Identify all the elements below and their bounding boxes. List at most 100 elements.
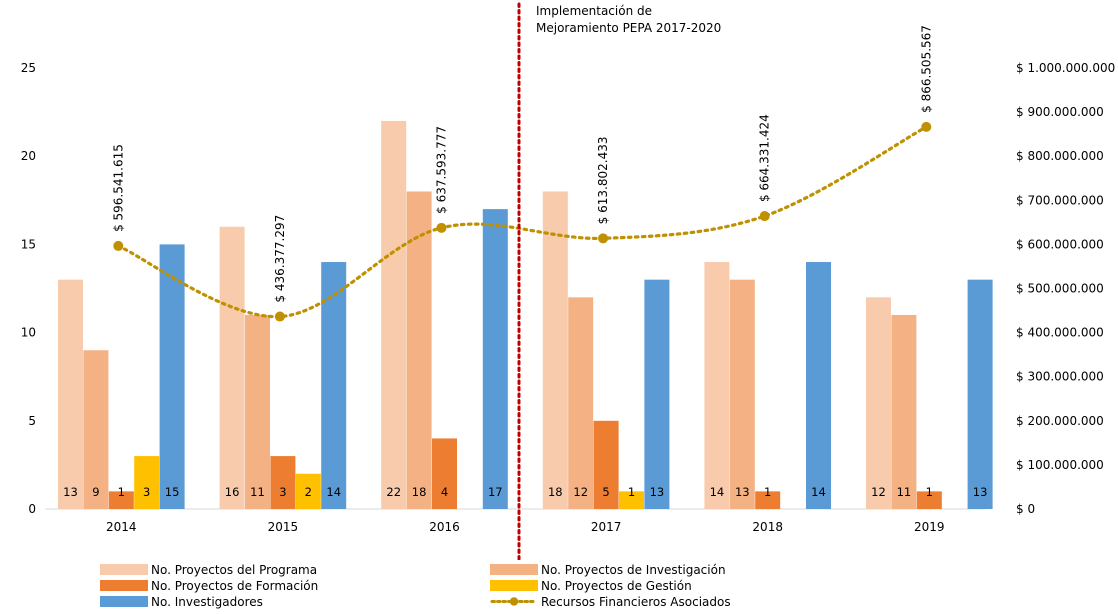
bar bbox=[432, 438, 457, 509]
bar-value-label: 14 bbox=[811, 485, 826, 499]
annotation-line-1: Implementación de bbox=[536, 4, 652, 18]
line-point bbox=[759, 211, 770, 222]
legend-item-programa: No. Proyectos del Programa bbox=[100, 562, 317, 577]
bar-value-label: 13 bbox=[63, 485, 78, 499]
y-left-tick-label: 5 bbox=[28, 414, 36, 428]
legend-item-investigacion: No. Proyectos de Investigación bbox=[490, 562, 726, 577]
bar-value-label: 2 bbox=[305, 485, 312, 499]
legend-item-recursos: Recursos Financieros Asociados bbox=[490, 594, 731, 609]
legend-swatch-programa bbox=[100, 564, 148, 575]
legend-label-investigacion: No. Proyectos de Investigación bbox=[541, 562, 726, 577]
bar bbox=[916, 491, 942, 509]
bar bbox=[482, 209, 508, 509]
bar-value-label: 1 bbox=[628, 485, 635, 499]
line-value-label: $ 436.377.297 bbox=[273, 215, 287, 303]
bar bbox=[967, 279, 993, 509]
line-point bbox=[436, 222, 447, 233]
bar bbox=[891, 314, 917, 509]
bar-value-label: 16 bbox=[225, 485, 240, 499]
bar bbox=[58, 279, 83, 509]
line-value-label: $ 866.505.567 bbox=[919, 25, 933, 113]
x-tick-label: 2016 bbox=[429, 520, 460, 534]
bar-value-label: 3 bbox=[279, 485, 286, 499]
line-point bbox=[598, 233, 609, 244]
line-point bbox=[921, 121, 932, 132]
bar-value-label: 1 bbox=[926, 485, 933, 499]
y-right-tick-label: $ 200.000.000 bbox=[1016, 414, 1104, 428]
bar bbox=[806, 262, 831, 509]
bar-value-label: 5 bbox=[602, 485, 609, 499]
bar-value-label: 15 bbox=[165, 485, 180, 499]
bar bbox=[619, 491, 644, 509]
y-right-tick-label: $ 300.000.000 bbox=[1016, 370, 1104, 384]
legend-label-gestion: No. Proyectos de Gestión bbox=[541, 578, 692, 593]
y-right-tick-label: $ 0 bbox=[1016, 502, 1035, 516]
bar bbox=[108, 491, 134, 509]
bar-value-label: 1 bbox=[764, 485, 771, 499]
bar-value-label: 1 bbox=[118, 485, 125, 499]
line-value-label: $ 596.541.615 bbox=[111, 144, 125, 232]
bar bbox=[542, 191, 568, 510]
line-point bbox=[113, 240, 124, 251]
y-left-tick-label: 20 bbox=[21, 149, 36, 163]
bar bbox=[381, 120, 407, 510]
legend-swatch-gestion bbox=[490, 580, 538, 591]
legend-item-investigadores: No. Investigadores bbox=[100, 594, 263, 609]
bar-value-label: 3 bbox=[143, 485, 150, 499]
x-tick-label: 2015 bbox=[268, 520, 299, 534]
bar-value-label: 13 bbox=[650, 485, 665, 499]
legend-label-recursos: Recursos Financieros Asociados bbox=[541, 594, 731, 609]
bar bbox=[866, 297, 891, 509]
bar-value-label: 14 bbox=[710, 485, 725, 499]
bar-value-label: 4 bbox=[441, 485, 448, 499]
bar bbox=[83, 350, 109, 509]
bar-value-label: 9 bbox=[92, 485, 99, 499]
y-right-tick-label: $ 900.000.000 bbox=[1016, 105, 1104, 119]
line-value-label: $ 664.331.424 bbox=[758, 114, 772, 202]
bar bbox=[755, 491, 781, 509]
bar bbox=[219, 226, 245, 509]
bar bbox=[593, 420, 619, 509]
bar-value-label: 11 bbox=[897, 485, 912, 499]
y-right-tick-label: $ 600.000.000 bbox=[1016, 237, 1104, 251]
bar bbox=[270, 456, 296, 509]
line-point bbox=[274, 311, 285, 322]
x-tick-label: 2019 bbox=[914, 520, 945, 534]
bar-value-label: 18 bbox=[412, 485, 427, 499]
legend-label-programa: No. Proyectos del Programa bbox=[151, 562, 318, 577]
legend-swatch-recursos bbox=[490, 597, 538, 606]
x-tick-label: 2018 bbox=[752, 520, 783, 534]
y-left-tick-label: 0 bbox=[28, 502, 36, 516]
annotation-line-2: Mejoramiento PEPA 2017-2020 bbox=[536, 21, 721, 35]
legend-swatch-investigadores bbox=[100, 596, 148, 607]
bar-value-label: 13 bbox=[973, 485, 988, 499]
line-value-label: $ 637.593.777 bbox=[435, 126, 449, 214]
legend-label-formacion: No. Proyectos de Formación bbox=[151, 578, 319, 593]
y-left-tick-label: 25 bbox=[21, 61, 36, 75]
bar bbox=[644, 279, 670, 509]
bar bbox=[134, 456, 160, 509]
bar bbox=[245, 314, 270, 509]
y-right-tick-label: $ 100.000.000 bbox=[1016, 458, 1104, 472]
bar-value-label: 14 bbox=[326, 485, 341, 499]
bar-value-label: 12 bbox=[871, 485, 886, 499]
legend-swatch-investigacion bbox=[490, 564, 538, 575]
bar-value-label: 13 bbox=[735, 485, 750, 499]
x-tick-label: 2014 bbox=[106, 520, 137, 534]
bar bbox=[568, 297, 594, 509]
line-series-recursos bbox=[116, 125, 928, 319]
bar bbox=[406, 191, 432, 510]
bar-value-label: 18 bbox=[548, 485, 563, 499]
bar bbox=[321, 262, 347, 509]
bar-value-label: 22 bbox=[386, 485, 401, 499]
legend-item-gestion: No. Proyectos de Gestión bbox=[490, 578, 692, 593]
y-right-tick-label: $ 400.000.000 bbox=[1016, 326, 1104, 340]
bar bbox=[159, 244, 185, 509]
y-left-tick-label: 15 bbox=[21, 237, 36, 251]
bar-value-label: 17 bbox=[488, 485, 503, 499]
legend-item-formacion: No. Proyectos de Formación bbox=[100, 578, 318, 593]
x-tick-label: 2017 bbox=[591, 520, 622, 534]
y-left-tick-label: 10 bbox=[21, 326, 36, 340]
legend-label-investigadores: No. Investigadores bbox=[151, 594, 263, 609]
